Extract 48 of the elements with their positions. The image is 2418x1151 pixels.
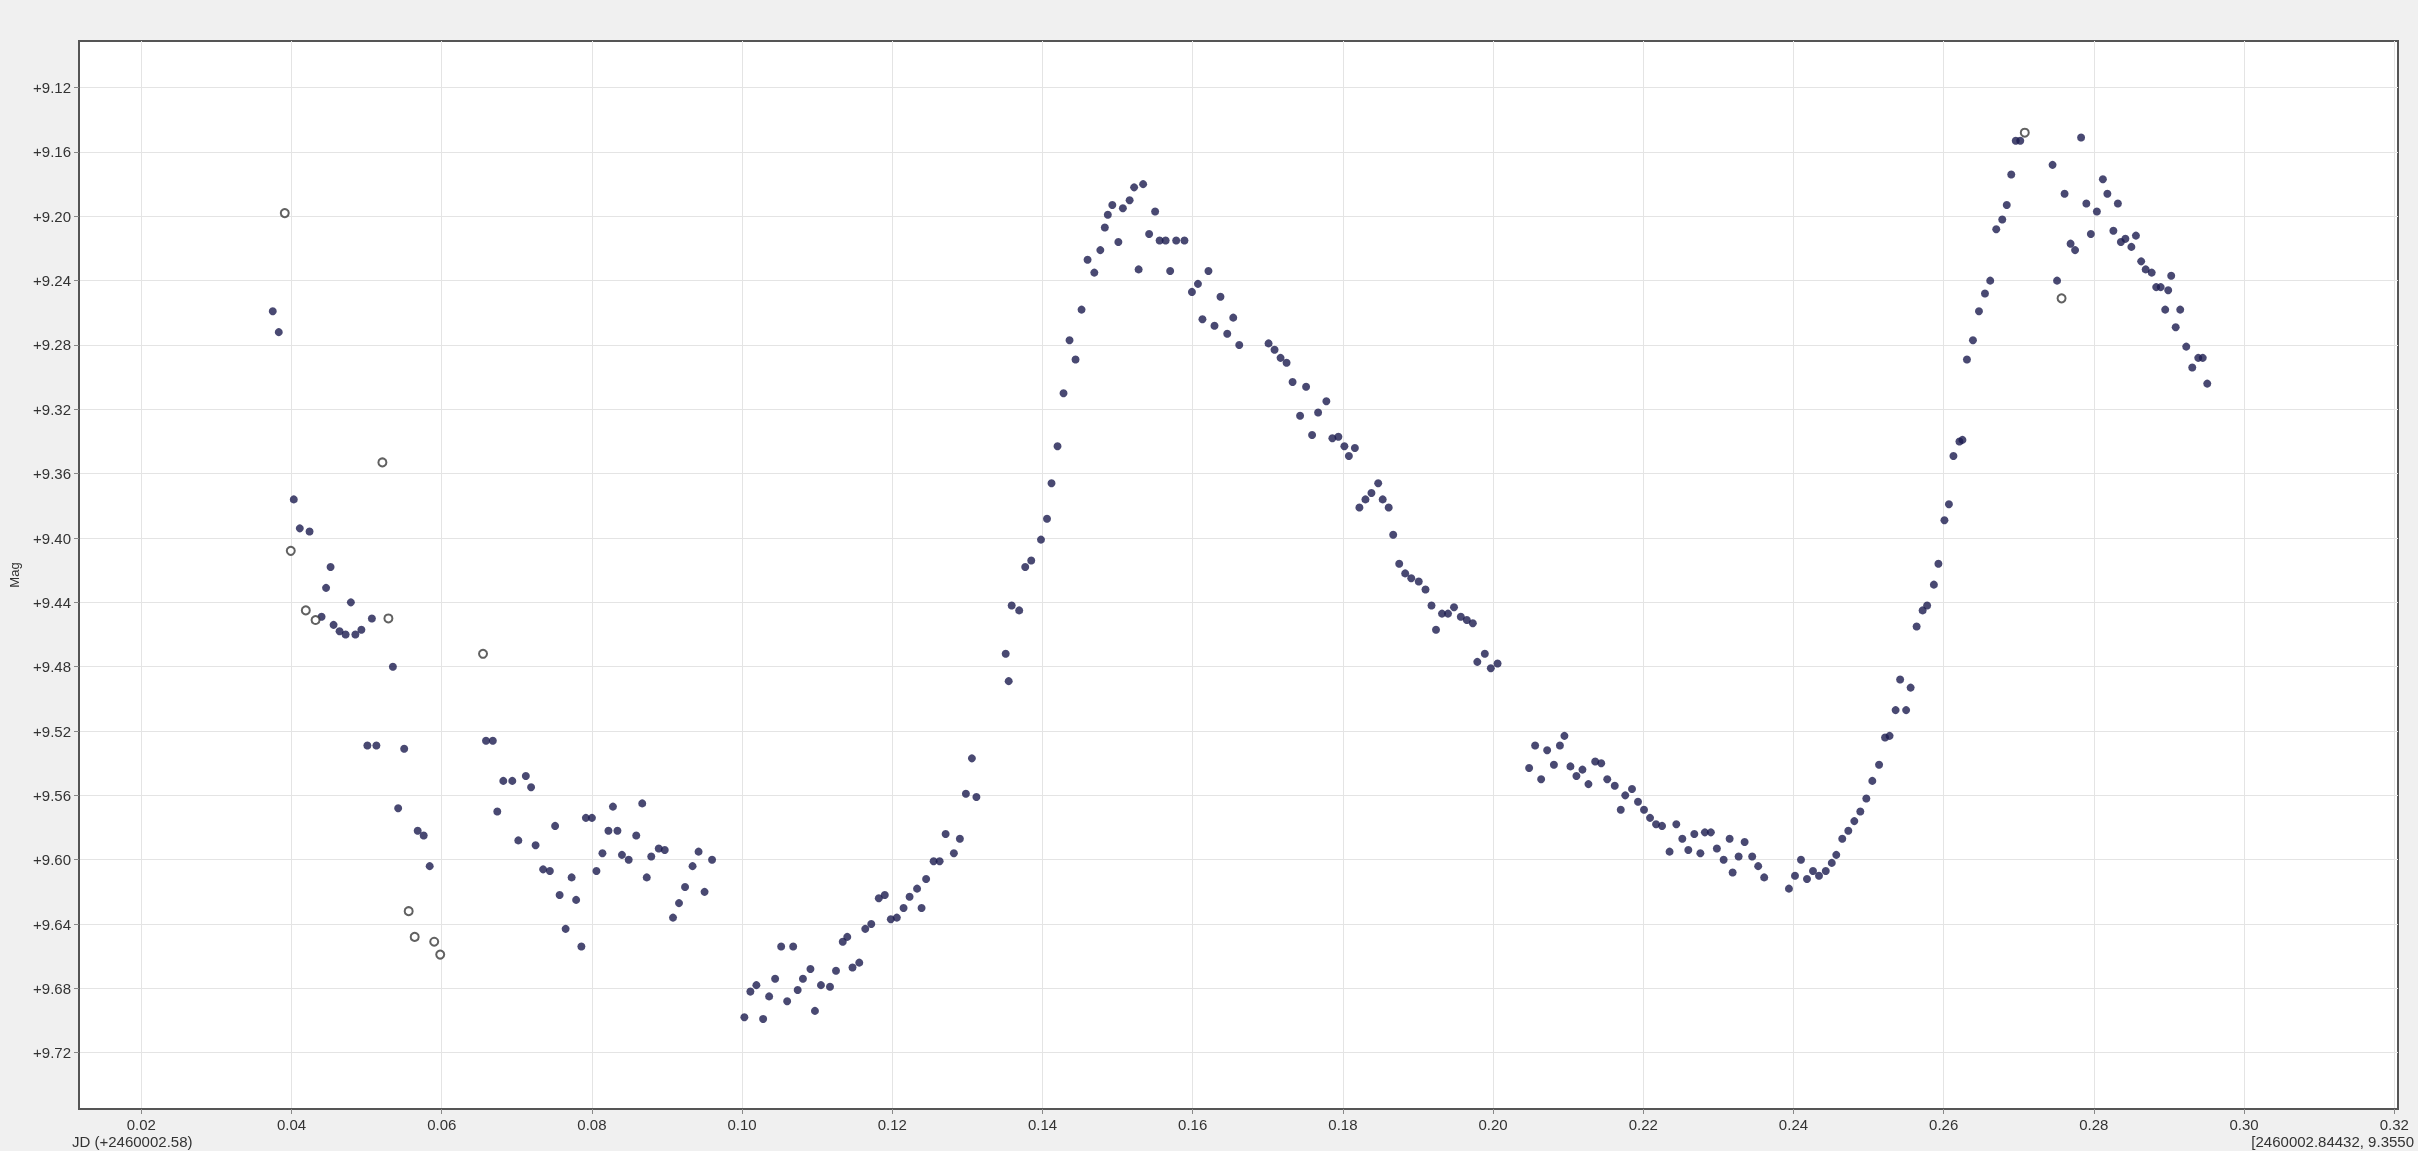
y-tick-label: +9.28 bbox=[33, 336, 71, 354]
point bbox=[478, 648, 489, 659]
y-tick-label: +9.60 bbox=[33, 851, 71, 869]
point bbox=[377, 457, 388, 468]
y-tick-label: +9.68 bbox=[33, 979, 71, 997]
x-tick-label: 0.28 bbox=[2079, 1116, 2109, 1133]
x-tick-label: 0.18 bbox=[1328, 1116, 1358, 1133]
y-tick-label: +9.48 bbox=[33, 658, 71, 676]
x-tick-label: 0.08 bbox=[577, 1116, 607, 1133]
point bbox=[409, 931, 420, 942]
y-tick-label: +9.24 bbox=[33, 272, 71, 290]
point bbox=[429, 936, 440, 947]
y-tick-label: +9.44 bbox=[33, 593, 71, 611]
text: [2460002.84432, 9.3550 bbox=[2251, 1133, 2414, 1150]
x-tick-label: 0.12 bbox=[877, 1116, 907, 1133]
x-tick-label: 0.22 bbox=[1628, 1116, 1658, 1133]
x-tick-label: 0.10 bbox=[727, 1116, 757, 1133]
y-tick-label: +9.52 bbox=[33, 722, 71, 740]
y-tick-label: +9.40 bbox=[33, 529, 71, 547]
point bbox=[2056, 293, 2067, 304]
point bbox=[279, 208, 290, 219]
y-tick-label: +9.64 bbox=[33, 915, 71, 933]
x-tick-label: 0.06 bbox=[427, 1116, 457, 1133]
x-tick-label: 0.20 bbox=[1478, 1116, 1508, 1133]
point bbox=[403, 906, 414, 917]
x-tick-label: 0.30 bbox=[2229, 1116, 2259, 1133]
y-tick-label: +9.56 bbox=[33, 786, 71, 804]
point bbox=[300, 605, 311, 616]
y-tick-label: +9.32 bbox=[33, 400, 71, 418]
point bbox=[383, 613, 394, 624]
x-tick-label: 0.26 bbox=[1929, 1116, 1959, 1133]
x-tick-label: 0.16 bbox=[1178, 1116, 1208, 1133]
x-tick-label: 0.32 bbox=[2379, 1116, 2409, 1133]
point bbox=[285, 545, 296, 556]
x-tick-label: 0.02 bbox=[126, 1116, 156, 1133]
x-tick-label: 0.04 bbox=[276, 1116, 307, 1133]
x-tick-label: 0.24 bbox=[1778, 1116, 1809, 1133]
y-axis-title: Mag bbox=[7, 562, 22, 588]
y-tick-label: +9.72 bbox=[33, 1044, 71, 1062]
y-tick-label: +9.12 bbox=[33, 79, 71, 97]
y-tick-label: +9.36 bbox=[33, 465, 71, 483]
point bbox=[310, 615, 321, 626]
point bbox=[435, 949, 446, 960]
y-tick-label: +9.20 bbox=[33, 207, 71, 225]
point bbox=[2019, 127, 2030, 138]
y-tick-label: +9.16 bbox=[33, 143, 71, 161]
x-tick-label: 0.14 bbox=[1027, 1116, 1058, 1133]
x-axis-title: JD (+2460002.58) bbox=[72, 1133, 193, 1150]
